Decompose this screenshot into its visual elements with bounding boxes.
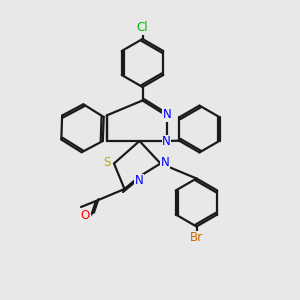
Text: S: S [104, 156, 111, 170]
Text: N: N [161, 155, 170, 169]
Text: N: N [162, 135, 171, 148]
Text: Cl: Cl [137, 21, 148, 34]
Text: N: N [163, 108, 172, 122]
Text: O: O [81, 209, 90, 222]
Text: N: N [134, 174, 143, 187]
Text: Br: Br [190, 231, 203, 244]
